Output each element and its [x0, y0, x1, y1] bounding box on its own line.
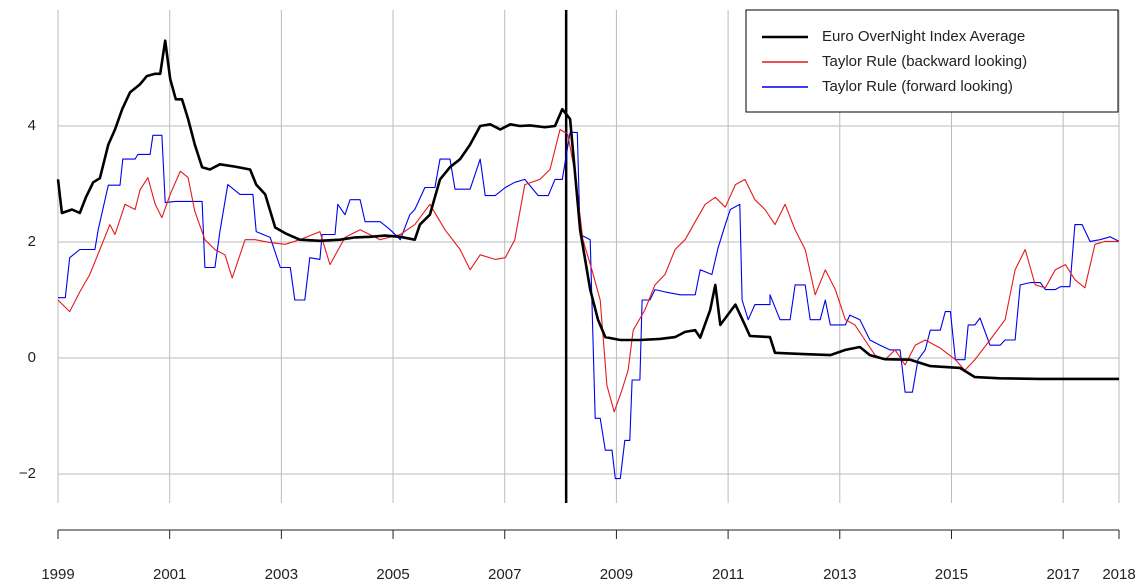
- x-tick-label: 2009: [600, 566, 633, 583]
- x-tick-label: 2005: [376, 566, 409, 583]
- legend-label: Euro OverNight Index Average: [822, 28, 1025, 45]
- legend: Euro OverNight Index Average Taylor Rule …: [745, 9, 1119, 113]
- legend-box: [745, 9, 1119, 113]
- x-tick-label: 2017: [1046, 566, 1079, 583]
- legend-label: Taylor Rule (backward looking): [822, 53, 1027, 70]
- x-tick-label: 2003: [265, 566, 298, 583]
- y-tick-label: −2: [19, 465, 36, 482]
- x-tick-label: 2001: [153, 566, 186, 583]
- x-tick-label: 2007: [488, 566, 521, 583]
- y-tick-label: 0: [28, 349, 36, 366]
- y-tick-label: 4: [28, 117, 36, 134]
- series-line: [57, 128, 1119, 413]
- legend-label: Taylor Rule (forward looking): [822, 78, 1013, 95]
- x-tick-label: 2018: [1102, 566, 1135, 583]
- series-line: [58, 131, 1120, 480]
- x-tick-label: 2015: [935, 566, 968, 583]
- series-line: [56, 39, 1119, 381]
- x-tick-label: 2013: [823, 566, 856, 583]
- y-tick-label: 2: [28, 233, 36, 250]
- x-tick-label: 1999: [41, 566, 74, 583]
- x-tick-label: 2011: [712, 566, 744, 583]
